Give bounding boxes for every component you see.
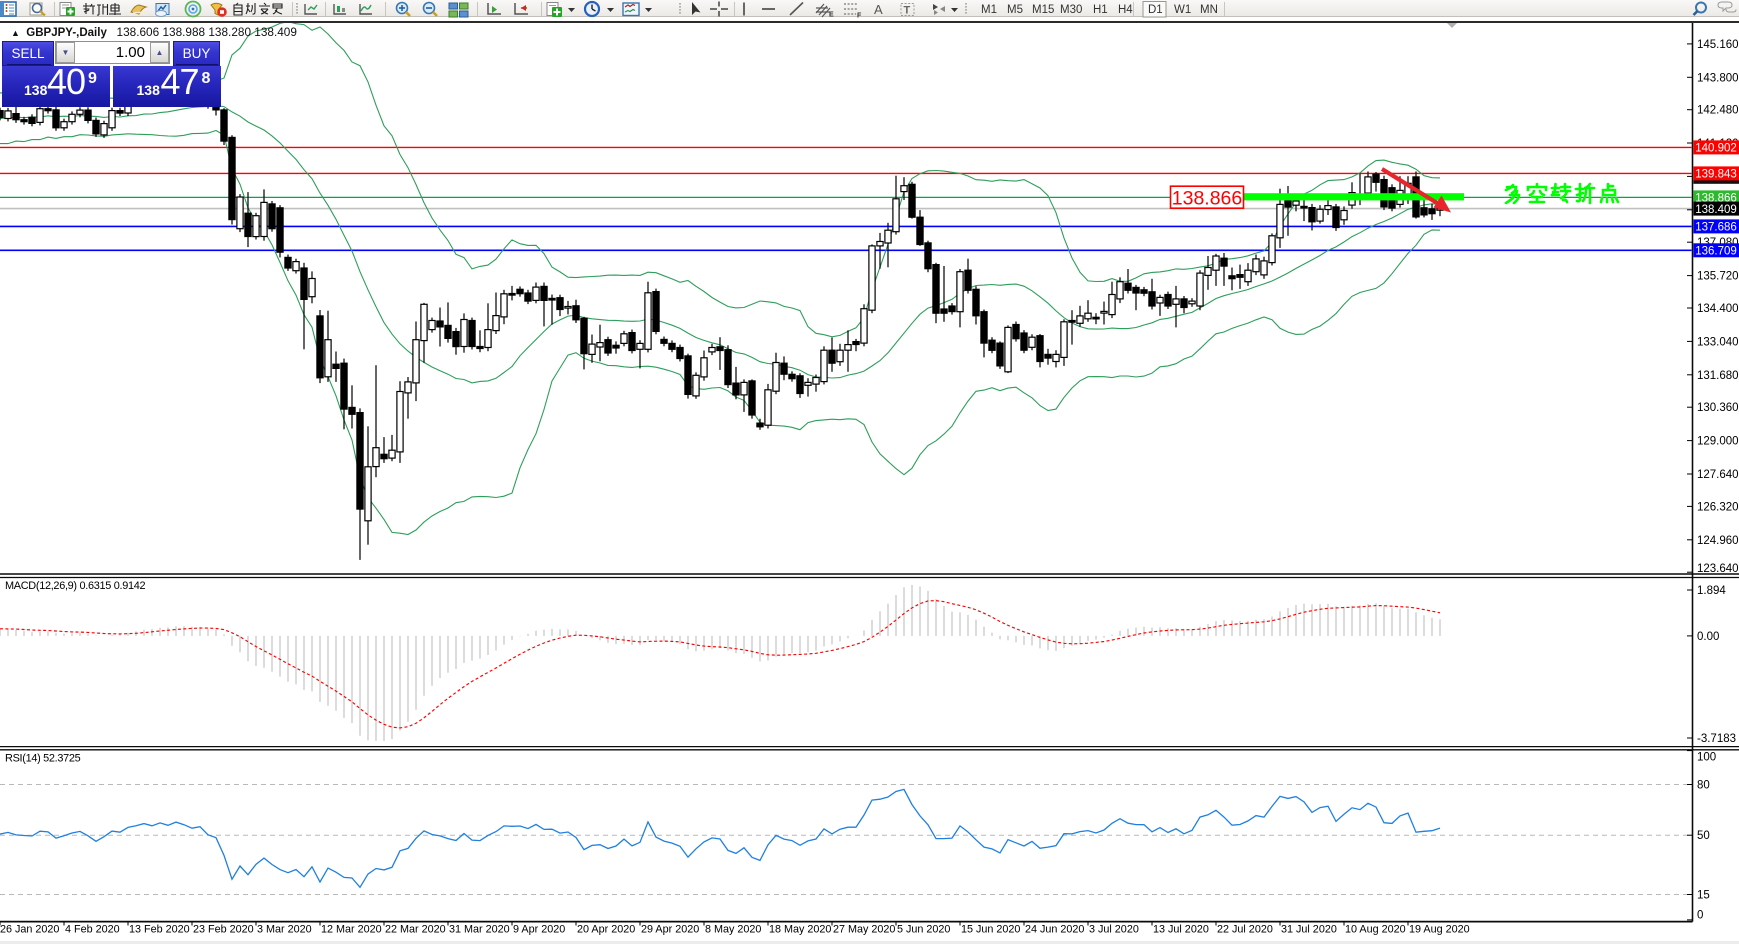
- svg-text:4 Feb 2020: 4 Feb 2020: [65, 924, 120, 936]
- svg-text:-3.7183: -3.7183: [1697, 733, 1736, 745]
- svg-text:134.400: 134.400: [1697, 303, 1739, 315]
- svg-text:F: F: [857, 13, 862, 20]
- svg-text:15 Jun 2020: 15 Jun 2020: [961, 924, 1020, 936]
- svg-text:123.640: 123.640: [1697, 563, 1739, 575]
- svg-text:9 Apr 2020: 9 Apr 2020: [513, 924, 565, 936]
- svg-text:A: A: [874, 2, 883, 17]
- svg-text:142.480: 142.480: [1697, 105, 1739, 117]
- svg-text:127.640: 127.640: [1697, 469, 1739, 481]
- svg-text:5 Jun 2020: 5 Jun 2020: [897, 924, 950, 936]
- svg-text:131.680: 131.680: [1697, 370, 1739, 382]
- svg-text:10 Aug 2020: 10 Aug 2020: [1345, 924, 1406, 936]
- svg-text:100: 100: [1697, 752, 1716, 764]
- svg-text:M1: M1: [981, 4, 997, 16]
- svg-text:143.800: 143.800: [1697, 72, 1739, 84]
- svg-text:24 Jun 2020: 24 Jun 2020: [1025, 924, 1084, 936]
- svg-text:H4: H4: [1118, 4, 1133, 16]
- svg-text:80: 80: [1697, 780, 1710, 792]
- svg-text:26 Jan 2020: 26 Jan 2020: [0, 924, 59, 936]
- svg-text:MACD(12,26,9) 0.6315 0.9142: MACD(12,26,9) 0.6315 0.9142: [5, 580, 145, 592]
- svg-text:130.360: 130.360: [1697, 402, 1739, 414]
- svg-text:129.000: 129.000: [1697, 436, 1739, 448]
- svg-text:135.720: 135.720: [1697, 271, 1739, 283]
- svg-text:0.00: 0.00: [1697, 631, 1719, 643]
- svg-text:T: T: [904, 5, 911, 17]
- svg-text:E: E: [829, 12, 834, 19]
- svg-text:31 Mar 2020: 31 Mar 2020: [449, 924, 510, 936]
- svg-text:8 May 2020: 8 May 2020: [705, 924, 761, 936]
- svg-text:27 May 2020: 27 May 2020: [833, 924, 895, 936]
- svg-text:136.709: 136.709: [1695, 246, 1737, 258]
- svg-text:22 Mar 2020: 22 Mar 2020: [385, 924, 446, 936]
- svg-text:139.843: 139.843: [1695, 169, 1737, 181]
- svg-text:13 Jul 2020: 13 Jul 2020: [1153, 924, 1209, 936]
- svg-text:140.902: 140.902: [1695, 143, 1737, 155]
- svg-text:RSI(14) 52.3725: RSI(14) 52.3725: [5, 753, 81, 765]
- svg-text:W1: W1: [1174, 4, 1191, 16]
- svg-text:D1: D1: [1148, 4, 1163, 16]
- svg-text:0: 0: [1697, 910, 1703, 922]
- svg-text:M15: M15: [1032, 4, 1054, 16]
- svg-text:1.894: 1.894: [1697, 585, 1726, 597]
- svg-text:22 Jul 2020: 22 Jul 2020: [1217, 924, 1273, 936]
- svg-text:3 Jul 2020: 3 Jul 2020: [1089, 924, 1139, 936]
- svg-text:145.160: 145.160: [1697, 39, 1739, 51]
- svg-text:3 Mar 2020: 3 Mar 2020: [257, 924, 312, 936]
- svg-text:23 Feb 2020: 23 Feb 2020: [193, 924, 254, 936]
- svg-text:29 Apr 2020: 29 Apr 2020: [641, 924, 699, 936]
- svg-text:50: 50: [1697, 830, 1710, 842]
- svg-text:138.866: 138.866: [1172, 188, 1243, 210]
- svg-text:137.686: 137.686: [1695, 222, 1737, 234]
- svg-text:20 Apr 2020: 20 Apr 2020: [577, 924, 635, 936]
- svg-text:138.409: 138.409: [1695, 204, 1737, 216]
- svg-text:MN: MN: [1200, 4, 1218, 16]
- svg-text:12 Mar 2020: 12 Mar 2020: [321, 924, 382, 936]
- svg-text:133.040: 133.040: [1697, 336, 1739, 348]
- svg-text:19 Aug 2020: 19 Aug 2020: [1409, 924, 1470, 936]
- svg-text:18 May 2020: 18 May 2020: [769, 924, 831, 936]
- svg-text:126.320: 126.320: [1697, 501, 1739, 513]
- svg-text:H1: H1: [1093, 4, 1108, 16]
- svg-text:13 Feb 2020: 13 Feb 2020: [129, 924, 190, 936]
- svg-text:15: 15: [1697, 890, 1710, 902]
- svg-text:M30: M30: [1060, 4, 1082, 16]
- svg-text:M5: M5: [1007, 4, 1023, 16]
- svg-text:124.960: 124.960: [1697, 535, 1739, 547]
- svg-text:31 Jul 2020: 31 Jul 2020: [1281, 924, 1337, 936]
